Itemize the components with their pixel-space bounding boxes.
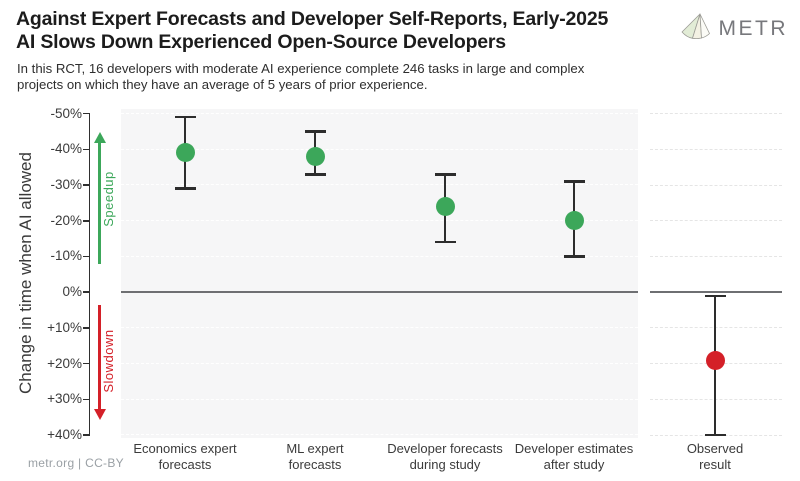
subtitle-line2: projects on which they have an average o…	[17, 76, 428, 92]
y-tick-label: -30%	[50, 177, 82, 193]
data-point-observed	[705, 350, 725, 370]
gridline-main	[121, 148, 638, 150]
y-axis-tick	[83, 398, 89, 401]
slowdown-label: Slowdown	[101, 329, 116, 393]
page-title-line2: AI Slows Down Experienced Open-Source De…	[16, 31, 506, 53]
gridline-observed	[650, 113, 782, 115]
y-tick-label: -10%	[50, 248, 82, 264]
subtitle-line1: In this RCT, 16 developers with moderate…	[17, 61, 585, 76]
y-axis-tick	[83, 112, 89, 115]
gridline-main	[121, 112, 638, 114]
metr-logo-wordmark: METR	[718, 16, 788, 40]
zero-line-observed	[650, 291, 782, 294]
y-tick-label: +10%	[47, 319, 82, 335]
y-tick-label: -40%	[50, 141, 82, 157]
slowdown-arrow-line	[98, 305, 101, 409]
y-tick-label: +20%	[47, 355, 82, 371]
ci-cap-bottom	[174, 187, 196, 190]
gridline-observed	[650, 255, 782, 257]
y-axis-spine	[88, 113, 91, 436]
y-tick-label: +30%	[47, 391, 82, 407]
category-label: ML expert forecasts	[286, 441, 344, 472]
ci-cap-bottom	[304, 173, 326, 176]
ci-cap-top	[563, 180, 585, 183]
ci-cap-top	[704, 294, 726, 298]
metr-logo: METR	[679, 12, 789, 45]
data-point-forecast	[175, 143, 195, 163]
y-tick-label: -50%	[50, 105, 82, 121]
ci-cap-top	[304, 130, 326, 133]
gridline-main	[121, 327, 638, 329]
ci-cap-bottom	[434, 240, 456, 244]
gridline-observed	[650, 148, 782, 150]
gridline-main	[121, 398, 638, 400]
y-axis-tick	[83, 434, 89, 436]
y-axis-tick	[83, 255, 89, 258]
y-axis-tick	[83, 184, 89, 186]
y-tick-label: +40%	[47, 427, 82, 443]
plot-area-main	[121, 109, 638, 438]
gridline-main	[121, 220, 638, 221]
category-label: Observed result	[686, 441, 744, 472]
speedup-arrow-icon	[93, 132, 106, 143]
ci-cap-bottom	[704, 433, 726, 437]
data-point-forecast	[305, 146, 325, 166]
metr-logo-icon	[679, 12, 712, 45]
ci-cap-top	[174, 115, 196, 119]
y-axis-tick	[83, 148, 89, 151]
attribution-credit: metr.org | CC-BY	[28, 456, 124, 470]
gridline-main	[121, 434, 638, 436]
slowdown-arrow-icon	[93, 409, 106, 420]
speedup-arrow-line	[98, 142, 101, 264]
speedup-label: Speedup	[101, 171, 116, 227]
ci-cap-top	[434, 173, 456, 176]
y-axis-tick	[83, 291, 89, 293]
data-point-forecast	[564, 211, 584, 231]
zero-line-main	[121, 291, 638, 294]
data-point-forecast	[435, 196, 455, 216]
gridline-main	[121, 184, 638, 186]
gridline-observed	[650, 184, 782, 186]
page-title-line1: Against Expert Forecasts and Developer S…	[16, 8, 609, 30]
y-axis-tick	[83, 362, 89, 365]
gridline-main	[121, 362, 638, 364]
category-label: Economics expert forecasts	[133, 441, 237, 472]
category-label: Developer estimates after study	[514, 441, 634, 472]
category-label: Developer forecasts during study	[387, 441, 503, 472]
ci-cap-bottom	[563, 255, 585, 258]
y-tick-label: 0%	[62, 284, 82, 300]
y-axis-tick	[83, 327, 89, 329]
y-axis-tick	[83, 219, 89, 222]
y-tick-label: -20%	[50, 212, 82, 228]
gridline-observed	[650, 220, 782, 222]
gridline-main	[121, 255, 638, 257]
